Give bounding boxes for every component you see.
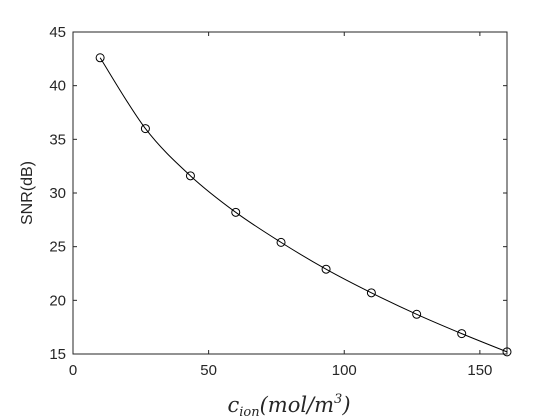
y-tick-label: 40 xyxy=(49,78,66,95)
data-point-marker xyxy=(185,171,195,181)
y-tick-label: 20 xyxy=(49,292,66,309)
x-tick-label: 50 xyxy=(200,362,217,379)
data-point-marker xyxy=(457,329,467,339)
y-tick-label: 25 xyxy=(49,239,66,256)
data-point-marker xyxy=(366,288,376,298)
y-tick-label: 30 xyxy=(49,185,66,202)
data-point-marker xyxy=(95,53,105,63)
y-tick-label: 35 xyxy=(49,131,66,148)
y-tick-label: 15 xyxy=(49,346,66,363)
data-point-marker xyxy=(412,309,422,319)
x-tick-label: 100 xyxy=(332,362,357,379)
plot-area xyxy=(72,31,508,355)
series-line xyxy=(99,57,508,353)
data-point-marker xyxy=(321,264,331,274)
x-axis-label: cion(mol/m3) xyxy=(227,392,350,420)
axis-ticks: 0 50 100 150 15 20 25 30 35 40 45 xyxy=(49,24,507,379)
x-tick-label: 0 xyxy=(69,362,77,379)
data-point-marker xyxy=(140,124,150,134)
data-point-marker xyxy=(231,207,241,217)
data-point-marker xyxy=(276,237,286,247)
x-tick-label: 150 xyxy=(467,362,492,379)
y-tick-label: 45 xyxy=(49,24,66,41)
data-point-marker xyxy=(502,347,512,357)
y-axis-label: SNR(dB) xyxy=(19,161,36,225)
series-markers xyxy=(95,53,512,357)
